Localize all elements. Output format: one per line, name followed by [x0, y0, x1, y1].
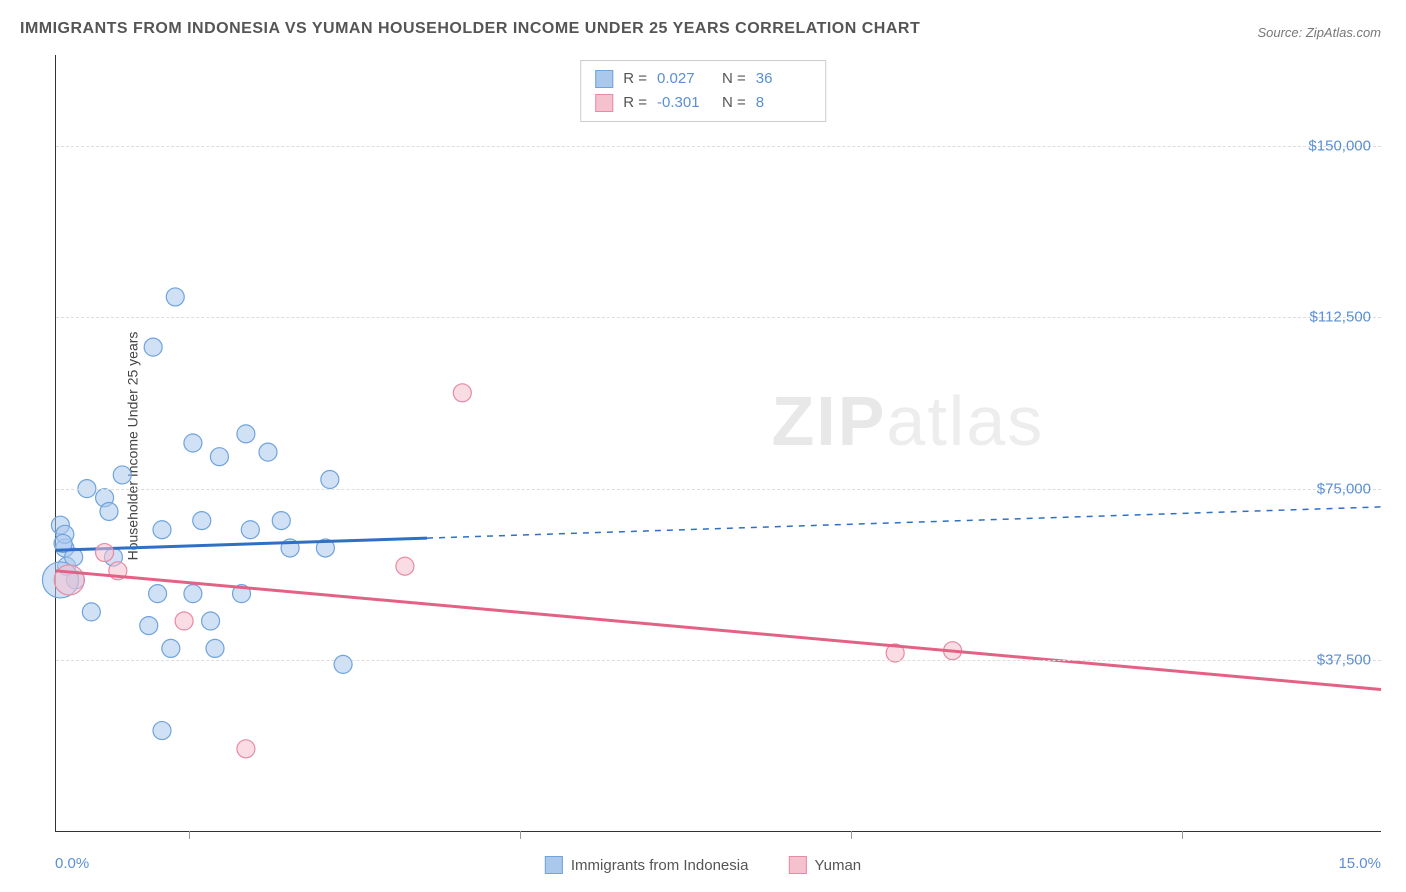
data-point-indonesia — [184, 585, 202, 603]
data-point-indonesia — [202, 612, 220, 630]
legend-label: Immigrants from Indonesia — [571, 857, 749, 874]
legend-item-yuman: Yuman — [788, 856, 861, 874]
chart-svg — [56, 55, 1381, 831]
data-point-indonesia — [140, 617, 158, 635]
source-attribution: Source: ZipAtlas.com — [1257, 25, 1381, 40]
data-point-indonesia — [206, 639, 224, 657]
data-point-indonesia — [184, 434, 202, 452]
legend-swatch — [788, 856, 806, 874]
data-point-indonesia — [193, 512, 211, 530]
gridline — [56, 146, 1381, 147]
x-tick — [1182, 831, 1183, 839]
gridline — [56, 660, 1381, 661]
stats-r-label: R = — [623, 91, 647, 115]
data-point-yuman — [175, 612, 193, 630]
data-point-indonesia — [210, 448, 228, 466]
stats-r-label: R = — [623, 67, 647, 91]
data-point-indonesia — [334, 655, 352, 673]
data-point-yuman — [453, 384, 471, 402]
x-tick — [520, 831, 521, 839]
data-point-indonesia — [153, 722, 171, 740]
trendline-yuman — [56, 571, 1381, 690]
stats-row-indonesia: R = 0.027 N = 36 — [595, 67, 811, 91]
data-point-indonesia — [272, 512, 290, 530]
data-point-indonesia — [166, 288, 184, 306]
gridline — [56, 489, 1381, 490]
legend-item-indonesia: Immigrants from Indonesia — [545, 856, 749, 874]
data-point-indonesia — [100, 502, 118, 520]
data-point-indonesia — [321, 471, 339, 489]
stats-swatch — [595, 70, 613, 88]
data-point-indonesia — [237, 425, 255, 443]
stats-swatch — [595, 94, 613, 112]
stats-n-value: 36 — [756, 67, 811, 91]
data-point-indonesia — [144, 338, 162, 356]
x-tick — [189, 831, 190, 839]
data-point-yuman — [396, 557, 414, 575]
stats-n-value: 8 — [756, 91, 811, 115]
stats-r-value: -0.301 — [657, 91, 712, 115]
data-point-indonesia — [241, 521, 259, 539]
x-axis-max-label: 15.0% — [1338, 855, 1381, 872]
data-point-yuman — [54, 565, 84, 595]
gridline — [56, 317, 1381, 318]
data-point-yuman — [96, 544, 114, 562]
data-point-yuman — [237, 740, 255, 758]
stats-legend: R = 0.027 N = 36 R = -0.301 N = 8 — [580, 60, 826, 122]
data-point-indonesia — [113, 466, 131, 484]
data-point-indonesia — [82, 603, 100, 621]
x-axis-min-label: 0.0% — [55, 855, 89, 872]
legend-swatch — [545, 856, 563, 874]
data-point-indonesia — [149, 585, 167, 603]
y-tick-label: $75,000 — [1317, 480, 1371, 497]
data-point-indonesia — [153, 521, 171, 539]
stats-n-label: N = — [722, 91, 746, 115]
legend-label: Yuman — [814, 857, 861, 874]
stats-n-label: N = — [722, 67, 746, 91]
x-tick — [851, 831, 852, 839]
y-tick-label: $150,000 — [1308, 138, 1371, 155]
plot-area: ZIPatlas $37,500$75,000$112,500$150,000 — [55, 55, 1381, 832]
stats-r-value: 0.027 — [657, 67, 712, 91]
y-tick-label: $112,500 — [1310, 309, 1371, 326]
stats-row-yuman: R = -0.301 N = 8 — [595, 91, 811, 115]
series-legend: Immigrants from Indonesia Yuman — [545, 856, 861, 874]
data-point-indonesia — [259, 443, 277, 461]
chart-title: IMMIGRANTS FROM INDONESIA VS YUMAN HOUSE… — [20, 20, 920, 38]
y-tick-label: $37,500 — [1317, 651, 1371, 668]
trendline-dashed-indonesia — [427, 507, 1381, 538]
data-point-indonesia — [162, 639, 180, 657]
